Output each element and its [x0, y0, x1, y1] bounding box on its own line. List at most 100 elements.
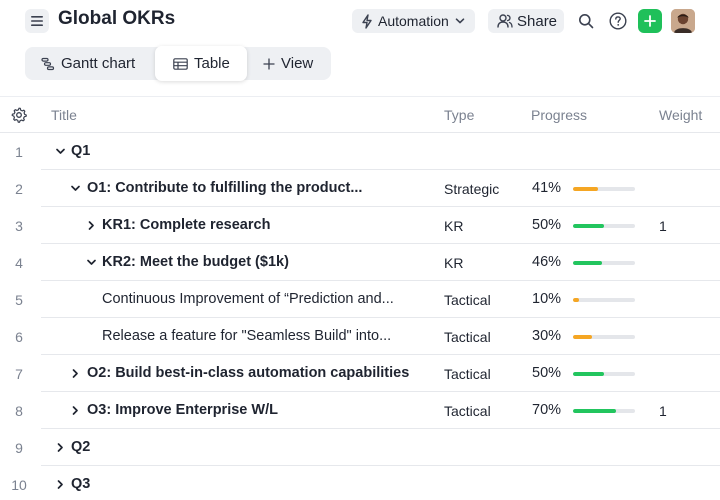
row-number: 6 [15, 329, 23, 345]
column-header-progress[interactable]: Progress [531, 107, 588, 123]
row-title[interactable]: O3: Improve Enterprise W/L [87, 402, 278, 418]
table-row[interactable]: 7 O2: Build best-in-class automation capa… [0, 355, 720, 392]
row-number: 5 [15, 292, 23, 308]
table-header: Title Type Progress Weight [0, 96, 720, 133]
row-divider [41, 280, 720, 281]
help-icon [609, 12, 627, 30]
progress-bar-fill [573, 409, 617, 413]
chevron-right-icon[interactable] [86, 220, 97, 231]
row-divider [41, 465, 720, 466]
okr-table: Title Type Progress Weight 1 Q1 2 O1: Contr… [0, 96, 720, 500]
search-icon [579, 14, 594, 29]
row-divider [41, 391, 720, 392]
table-row[interactable]: 10 Q3 [0, 466, 720, 500]
progress-bar [573, 261, 635, 265]
row-type: KR [444, 255, 464, 271]
table-row[interactable]: 1 Q1 [0, 133, 720, 170]
row-progress-text: 50% [532, 217, 562, 233]
add-button[interactable] [638, 9, 662, 33]
row-title[interactable]: KR2: Meet the budget ($1k) [102, 254, 289, 270]
row-title[interactable]: Release a feature for "Seamless Build" i… [102, 328, 392, 344]
automation-button[interactable]: Automation [352, 9, 475, 33]
progress-bar-fill [573, 298, 580, 302]
chevron-right-icon[interactable] [70, 405, 81, 416]
row-progress-text: 46% [532, 254, 562, 270]
progress-bar-fill [573, 335, 592, 339]
row-weight: 1 [659, 218, 667, 234]
row-number: 2 [15, 181, 23, 197]
people-icon [497, 14, 513, 28]
row-divider [41, 169, 720, 170]
row-type: Tactical [444, 403, 491, 419]
chevron-down-icon[interactable] [86, 257, 97, 268]
progress-bar [573, 372, 635, 376]
progress-bar [573, 298, 635, 302]
table-row[interactable]: 8 O3: Improve Enterprise W/L Tactical 70% 1 [0, 392, 720, 429]
tab-add-view-label: View [281, 55, 314, 72]
table-row[interactable]: 9 Q2 [0, 429, 720, 466]
row-type: Strategic [444, 181, 500, 197]
row-title[interactable]: Continuous Improvement of “Prediction an… [102, 291, 394, 307]
menu-button[interactable] [25, 9, 49, 33]
progress-bar-fill [573, 187, 599, 191]
plus-icon [644, 15, 656, 27]
row-weight: 1 [659, 403, 667, 419]
lightning-icon [362, 13, 372, 29]
table-row[interactable]: 4 KR2: Meet the budget ($1k) KR 46% [0, 244, 720, 281]
column-header-title[interactable]: Title [51, 107, 77, 123]
row-number: 8 [15, 403, 23, 419]
help-button[interactable] [606, 9, 630, 33]
avatar[interactable] [671, 9, 695, 33]
chevron-right-icon[interactable] [70, 368, 81, 379]
row-type: Tactical [444, 329, 491, 345]
row-title[interactable]: Q1 [71, 143, 91, 159]
row-progress-text: 70% [532, 402, 562, 418]
chevron-right-icon[interactable] [55, 479, 66, 490]
tab-gantt-chart[interactable]: Gantt chart [41, 47, 135, 80]
chevron-down-icon [455, 17, 465, 25]
progress-bar-fill [573, 224, 604, 228]
row-title[interactable]: Q2 [71, 439, 91, 455]
gantt-icon [41, 57, 55, 70]
progress-bar [573, 409, 635, 413]
tab-table[interactable]: Table [155, 46, 247, 81]
tab-add-view[interactable]: View [263, 47, 313, 80]
page-title: Global OKRs [58, 8, 176, 29]
view-tabs: Gantt chart Table View [25, 46, 331, 81]
row-number: 10 [11, 477, 27, 493]
search-button[interactable] [574, 9, 598, 33]
column-header-weight[interactable]: Weight [659, 107, 703, 123]
column-header-type[interactable]: Type [444, 107, 475, 123]
progress-bar [573, 335, 635, 339]
table-row[interactable]: 6 Release a feature for "Seamless Build" … [0, 318, 720, 355]
row-title[interactable]: KR1: Complete research [102, 217, 271, 233]
chevron-right-icon[interactable] [55, 442, 66, 453]
progress-bar [573, 187, 635, 191]
progress-bar-fill [573, 372, 604, 376]
row-title[interactable]: O1: Contribute to fulfilling the product… [87, 180, 363, 196]
progress-bar-fill [573, 261, 602, 265]
row-divider [41, 243, 720, 244]
tab-gantt-chart-label: Gantt chart [61, 55, 136, 72]
row-type: KR [444, 218, 464, 234]
share-button[interactable]: Share [488, 9, 564, 33]
row-progress-text: 30% [532, 328, 562, 344]
chevron-down-icon[interactable] [70, 183, 81, 194]
table-row[interactable]: 3 KR1: Complete research KR 50% 1 [0, 207, 720, 244]
share-label: Share [517, 12, 558, 30]
row-number: 3 [15, 218, 23, 234]
settings-gear-icon[interactable] [11, 107, 27, 123]
row-number: 4 [15, 255, 23, 271]
row-number: 9 [15, 440, 23, 456]
row-number: 7 [15, 366, 23, 382]
table-row[interactable]: 5 Continuous Improvement of “Prediction a… [0, 281, 720, 318]
table-row[interactable]: 2 O1: Contribute to fulfilling the produc… [0, 170, 720, 207]
row-divider [41, 428, 720, 429]
row-type: Tactical [444, 366, 491, 382]
row-progress-text: 41% [532, 180, 562, 196]
row-divider [41, 317, 720, 318]
row-title[interactable]: O2: Build best-in-class automation capab… [87, 365, 410, 381]
plus-icon [263, 57, 275, 70]
chevron-down-icon[interactable] [55, 146, 66, 157]
row-title[interactable]: Q3 [71, 476, 91, 492]
